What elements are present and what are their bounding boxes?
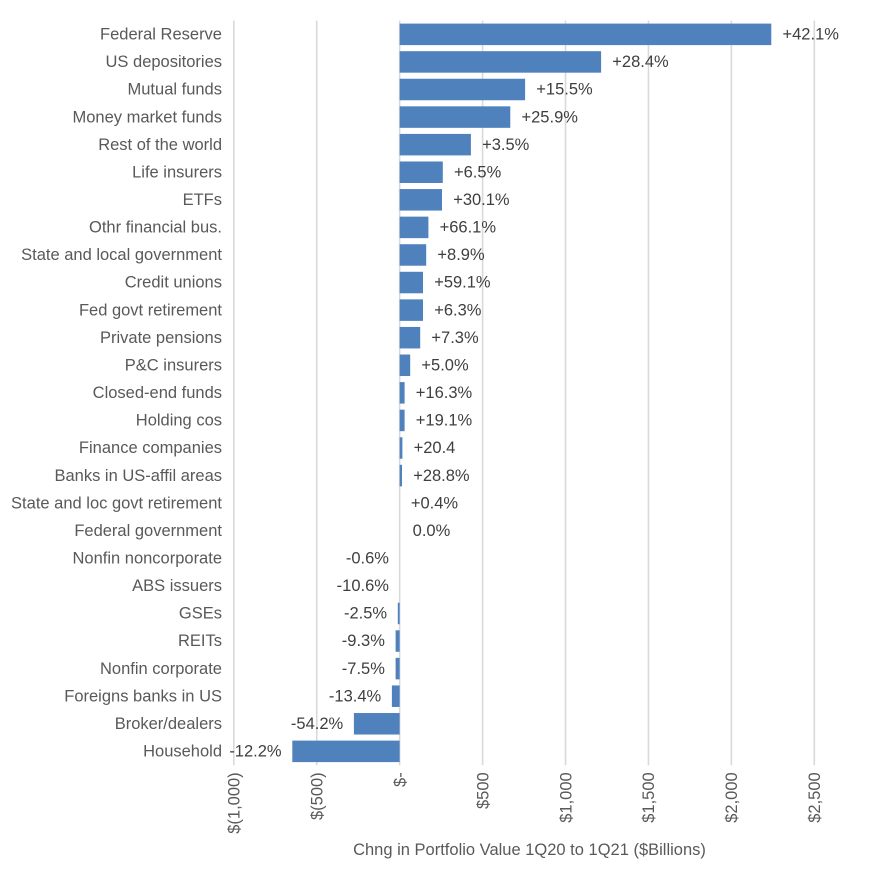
svg-text:$1,500: $1,500: [640, 772, 658, 822]
svg-text:-9.3%: -9.3%: [342, 632, 385, 650]
svg-text:Fed govt retirement: Fed govt retirement: [79, 301, 222, 319]
svg-text:Othr financial bus.: Othr financial bus.: [89, 219, 222, 237]
svg-text:+15.5%: +15.5%: [536, 81, 593, 99]
svg-text:GSEs: GSEs: [179, 605, 222, 623]
svg-text:Finance companies: Finance companies: [79, 439, 222, 457]
svg-text:+6.5%: +6.5%: [454, 163, 502, 181]
svg-text:0.0%: 0.0%: [413, 522, 451, 540]
svg-text:REITs: REITs: [178, 632, 222, 650]
svg-text:+16.3%: +16.3%: [416, 384, 473, 402]
svg-text:Life insurers: Life insurers: [132, 163, 222, 181]
svg-text:+30.1%: +30.1%: [453, 191, 510, 209]
svg-text:ETFs: ETFs: [183, 191, 222, 209]
svg-text:$2,000: $2,000: [723, 772, 741, 822]
svg-text:+3.5%: +3.5%: [482, 136, 530, 154]
svg-text:Chng in Portfolio Value 1Q20 t: Chng in Portfolio Value 1Q20 to 1Q21 ($B…: [353, 841, 706, 859]
svg-text:+59.1%: +59.1%: [434, 274, 491, 292]
svg-text:Nonfin corporate: Nonfin corporate: [100, 660, 222, 678]
svg-text:$1,000: $1,000: [557, 772, 575, 822]
svg-text:Money market funds: Money market funds: [73, 108, 222, 126]
svg-text:-0.6%: -0.6%: [346, 550, 389, 568]
svg-text:Credit unions: Credit unions: [125, 274, 222, 292]
svg-text:Foreigns banks in US: Foreigns banks in US: [64, 687, 222, 705]
svg-text:State and local government: State and local government: [21, 246, 222, 264]
svg-text:US depositories: US depositories: [106, 53, 222, 71]
svg-text:-13.4%: -13.4%: [329, 687, 382, 705]
svg-text:+5.0%: +5.0%: [421, 356, 469, 374]
svg-text:+20.4: +20.4: [414, 439, 456, 457]
svg-text:Holding cos: Holding cos: [136, 412, 222, 430]
svg-text:Banks in US-affil areas: Banks in US-affil areas: [54, 467, 222, 485]
svg-text:Broker/dealers: Broker/dealers: [115, 715, 222, 733]
svg-text:+19.1%: +19.1%: [416, 412, 473, 430]
svg-text:$(500): $(500): [309, 772, 327, 820]
svg-text:$500: $500: [474, 772, 492, 809]
svg-text:+7.3%: +7.3%: [431, 329, 479, 347]
svg-text:State and loc govt retirement: State and loc govt retirement: [11, 494, 222, 512]
svg-text:Rest of the world: Rest of the world: [98, 136, 222, 154]
svg-text:Closed-end funds: Closed-end funds: [93, 384, 222, 402]
svg-text:+8.9%: +8.9%: [437, 246, 485, 264]
svg-text:ABS issuers: ABS issuers: [132, 577, 222, 595]
svg-text:+28.8%: +28.8%: [413, 467, 470, 485]
svg-text:+42.1%: +42.1%: [783, 26, 840, 44]
svg-text:Household: Household: [143, 743, 222, 761]
svg-text:$2,500: $2,500: [806, 772, 824, 822]
svg-text:+28.4%: +28.4%: [612, 53, 669, 71]
svg-text:+6.3%: +6.3%: [434, 301, 482, 319]
svg-text:P&C insurers: P&C insurers: [125, 356, 222, 374]
svg-text:-2.5%: -2.5%: [344, 605, 387, 623]
svg-text:+66.1%: +66.1%: [440, 219, 497, 237]
svg-text:$(1,000): $(1,000): [226, 772, 244, 833]
svg-text:Nonfin noncorporate: Nonfin noncorporate: [72, 550, 222, 568]
svg-text:Mutual funds: Mutual funds: [128, 81, 222, 99]
svg-text:Federal government: Federal government: [74, 522, 222, 540]
svg-text:+0.4%: +0.4%: [411, 494, 459, 512]
svg-text:$-: $-: [391, 772, 409, 787]
svg-text:-12.2%: -12.2%: [229, 743, 282, 761]
svg-text:Federal Reserve: Federal Reserve: [100, 26, 222, 44]
svg-text:Private pensions: Private pensions: [100, 329, 222, 347]
svg-text:-54.2%: -54.2%: [291, 715, 344, 733]
svg-text:-10.6%: -10.6%: [337, 577, 390, 595]
svg-text:-7.5%: -7.5%: [342, 660, 385, 678]
svg-text:+25.9%: +25.9%: [522, 108, 579, 126]
